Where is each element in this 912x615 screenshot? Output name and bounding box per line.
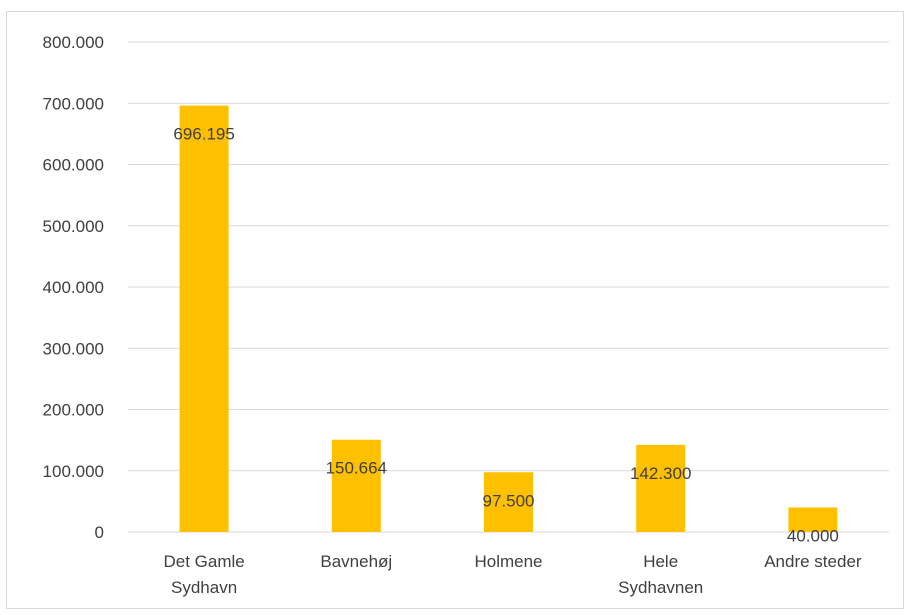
x-category-label: Sydhavnen [618,578,703,597]
y-tick-label: 300.000 [43,339,104,358]
x-axis-categories: Det Gamle Sydhavn Bavnehøj Holmene Hele Sydha… [163,552,861,597]
chart-frame [6,11,904,609]
bar [636,444,686,532]
x-category-label: Andre steder [764,552,862,571]
bar [331,439,381,532]
bar [179,105,229,532]
y-tick-label: 700.000 [43,94,104,113]
gridlines [128,41,889,533]
x-category-label: Holmene [474,552,542,571]
x-category-label: Det Gamle [163,552,244,571]
x-category-label: Sydhavn [171,578,237,597]
data-label: 142.300 [630,464,691,483]
y-tick-label: 200.000 [43,401,104,420]
bar [788,507,838,532]
data-label: 40.000 [787,527,839,546]
y-tick-label: 600.000 [43,156,104,175]
y-tick-label: 100.000 [43,462,104,481]
data-label: 150.664 [326,459,387,478]
y-tick-label: 800.000 [43,33,104,52]
data-label: 696.195 [173,125,234,144]
x-category-label: Hele [643,552,678,571]
x-category-label: Bavnehøj [320,552,392,571]
data-label: 97.500 [483,491,535,510]
y-axis-ticks: 0 100.000 200.000 300.000 400.000 500.000 600.… [43,33,104,542]
y-tick-label: 500.000 [43,217,104,236]
y-tick-label: 400.000 [43,278,104,297]
bars [179,105,838,532]
data-labels: 696.195 150.664 97.500 142.300 40.000 [173,125,839,546]
bar [484,472,533,532]
y-tick-label: 0 [95,523,104,542]
